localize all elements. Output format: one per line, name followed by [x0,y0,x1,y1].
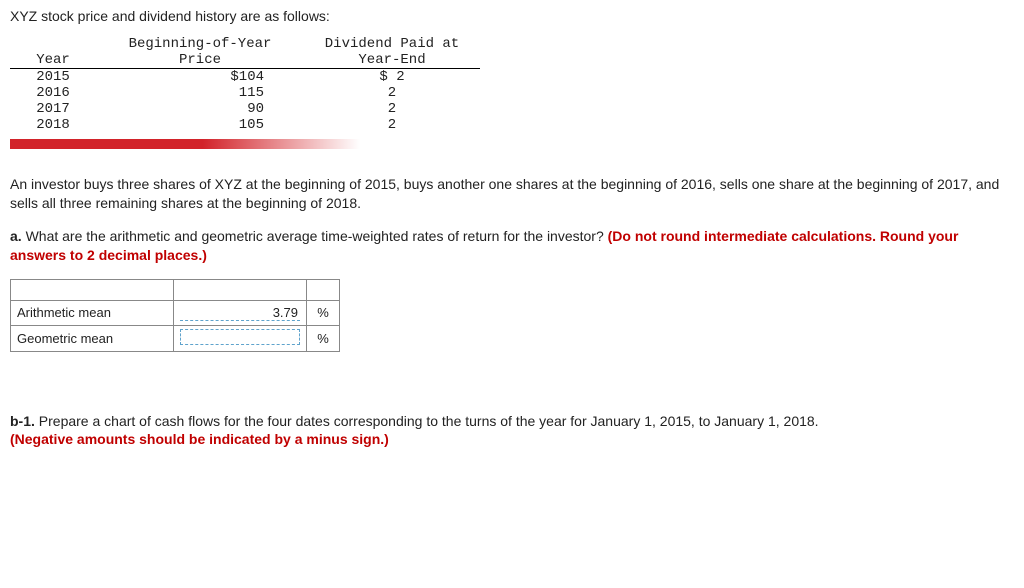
cell-dividend: 2 [304,101,480,117]
spacer-cell [174,279,307,300]
answer-row-arithmetic: Arithmetic mean 3.79 % [11,300,340,325]
header-price-line2: Price [96,52,304,69]
cell-dividend: $ 2 [304,69,480,86]
geometric-label: Geometric mean [11,325,174,351]
geometric-value [180,329,300,345]
cell-year: 2016 [10,85,96,101]
intro-text: XYZ stock price and dividend history are… [10,8,1014,24]
table-row: 2015 $104 $ 2 [10,69,480,86]
arithmetic-label: Arithmetic mean [11,300,174,325]
header-year: Year [10,36,96,69]
question-b1-text: Prepare a chart of cash flows for the fo… [35,413,819,429]
spacer-cell [11,279,174,300]
table-row: 2016 115 2 [10,85,480,101]
question-a-text: What are the arithmetic and geometric av… [22,228,608,244]
table-row: 2018 105 2 [10,117,480,133]
question-a: a. What are the arithmetic and geometric… [10,227,1014,265]
percent-symbol: % [307,325,340,351]
arithmetic-input-cell[interactable]: 3.79 [174,300,307,325]
header-div-line1: Dividend Paid at [304,36,480,52]
spacer-cell [307,279,340,300]
cell-year: 2018 [10,117,96,133]
arithmetic-value: 3.79 [180,305,300,321]
answer-table: Arithmetic mean 3.79 % Geometric mean % [10,279,340,352]
cell-year: 2015 [10,69,96,86]
cell-price: 105 [96,117,304,133]
stock-history-table: Year Beginning-of-Year Dividend Paid at … [10,36,480,133]
cell-dividend: 2 [304,117,480,133]
header-price-line1: Beginning-of-Year [96,36,304,52]
table-row: 2017 90 2 [10,101,480,117]
geometric-input-cell[interactable] [174,325,307,351]
cell-price: 90 [96,101,304,117]
scenario-text: An investor buys three shares of XYZ at … [10,175,1014,213]
cell-price: $104 [96,69,304,86]
cell-dividend: 2 [304,85,480,101]
question-b1-hint: (Negative amounts should be indicated by… [10,431,389,447]
question-a-label: a. [10,228,22,244]
answer-row-geometric: Geometric mean % [11,325,340,351]
divider-bar [10,139,360,149]
cell-price: 115 [96,85,304,101]
percent-symbol: % [307,300,340,325]
question-b1-label: b-1. [10,413,35,429]
question-b1: b-1. Prepare a chart of cash flows for t… [10,412,1014,450]
cell-year: 2017 [10,101,96,117]
header-div-line2: Year-End [304,52,480,69]
